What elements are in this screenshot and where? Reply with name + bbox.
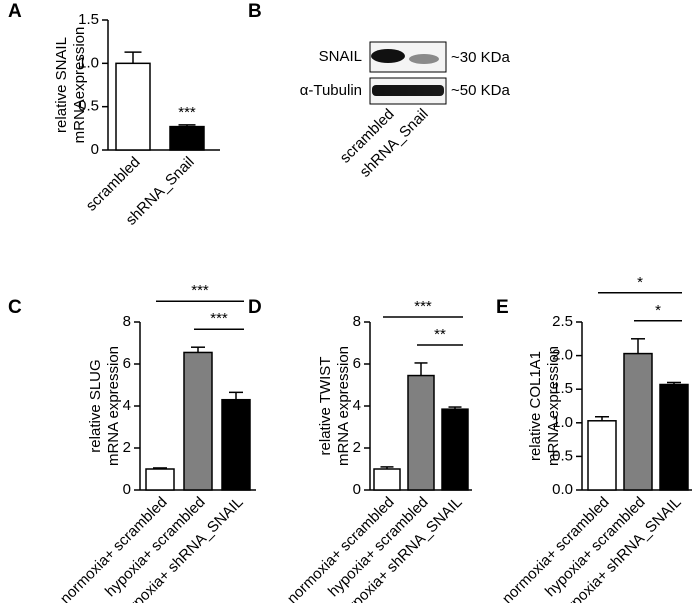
y-tick-label: 0.0 [552, 481, 573, 498]
y-tick-label: 1.5 [552, 380, 573, 397]
significance-label: *** [414, 298, 432, 315]
y-tick-label: 0.5 [552, 447, 573, 464]
y-tick-label: 1.5 [78, 11, 99, 28]
y-tick-label: 2.0 [552, 347, 573, 364]
bar [407, 374, 435, 491]
y-axis-label: relative TWIST [317, 357, 334, 456]
bar [221, 398, 251, 491]
blot-row-label: SNAIL [319, 48, 362, 65]
y-axis-label: mRNA expression [105, 346, 122, 466]
y-axis-label: mRNA expression [335, 346, 352, 466]
y-tick-label: 1.0 [552, 414, 573, 431]
significance-label: * [637, 274, 643, 291]
y-axis-label: relative SLUG [87, 359, 104, 452]
blot-band [372, 85, 444, 96]
y-tick-label: 1.0 [78, 54, 99, 71]
y-tick-label: 4 [123, 397, 131, 414]
y-tick-label: 2.5 [552, 313, 573, 330]
panel-letter: A [8, 1, 22, 22]
bar [441, 408, 469, 491]
bar [659, 383, 689, 491]
y-axis-label: relative COL1A1 [527, 351, 544, 461]
y-tick-label: 0 [91, 141, 99, 158]
blot-panel: B SNAIL α-Tubulin ~30 KDa ~50 KDa scramb… [248, 1, 510, 181]
y-axis-label: relative SNAIL [53, 37, 70, 133]
bar [587, 420, 617, 491]
panel-letter: D [248, 297, 262, 318]
significance-label: * [655, 302, 661, 319]
x-tick-label: hypoxia+ shRNA_SNAIL [338, 494, 466, 603]
y-axis-label: mRNA expression [545, 346, 562, 466]
bar [115, 62, 151, 151]
panel-letter: B [248, 1, 262, 22]
blot-size-label: ~30 KDa [451, 49, 510, 66]
y-axis-label: mRNAexpression [71, 27, 88, 144]
significance-label: *** [178, 104, 196, 121]
y-tick-label: 6 [353, 355, 361, 372]
y-tick-label: 6 [123, 355, 131, 372]
bar [373, 468, 401, 491]
blot-row-label: α-Tubulin [300, 82, 362, 99]
blot-band [371, 49, 405, 63]
y-tick-label: 2 [123, 439, 131, 456]
y-tick-label: 8 [353, 313, 361, 330]
bar [623, 352, 653, 491]
significance-label: ** [434, 326, 446, 343]
y-tick-label: 0 [123, 481, 131, 498]
significance-label: *** [210, 310, 228, 327]
bar [145, 468, 175, 491]
blot-band [409, 54, 439, 64]
y-tick-label: 0 [353, 481, 361, 498]
y-tick-label: 2 [353, 439, 361, 456]
y-tick-label: 4 [353, 397, 361, 414]
y-tick-label: 8 [123, 313, 131, 330]
panel-letter: C [8, 297, 22, 318]
significance-label: *** [191, 282, 209, 299]
blot-size-label: ~50 KDa [451, 82, 510, 99]
bar [183, 351, 213, 491]
panel-letter: E [496, 297, 509, 318]
y-tick-label: 0.5 [78, 98, 99, 115]
bar [169, 125, 205, 151]
